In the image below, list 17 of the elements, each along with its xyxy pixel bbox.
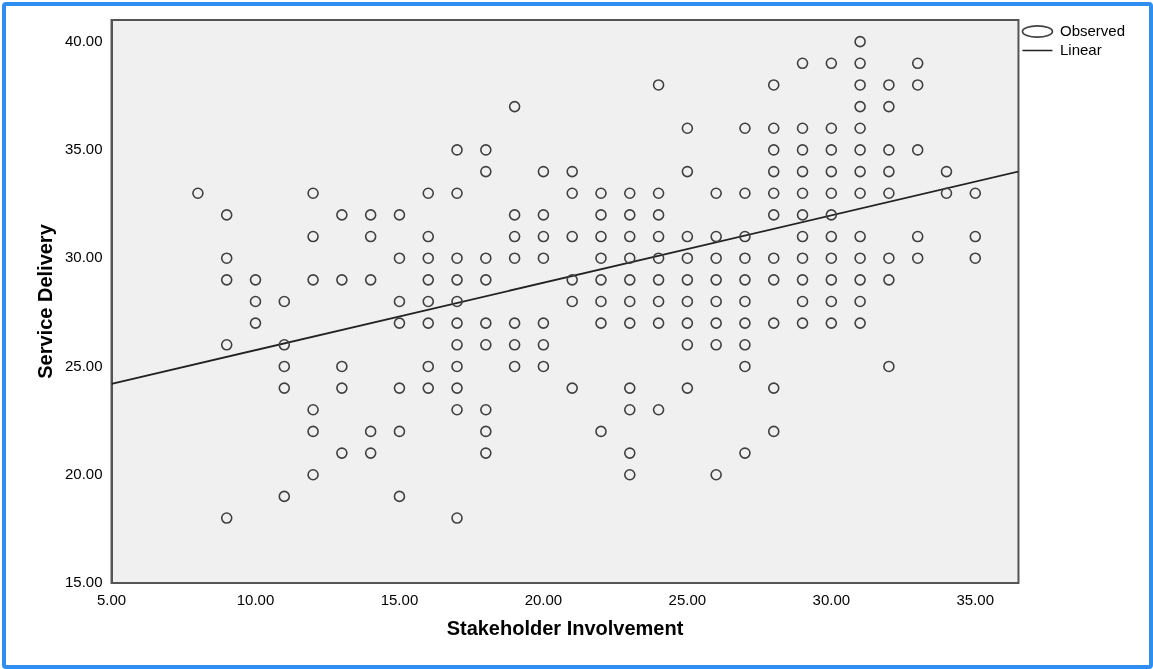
y-axis-title: Service Delivery — [33, 223, 56, 379]
y-tick-label: 25.00 — [64, 356, 103, 374]
legend-label: Observed — [1059, 21, 1126, 39]
x-tick-label: 5.00 — [96, 591, 127, 609]
y-tick-label: 35.00 — [64, 140, 103, 158]
legend-label: Linear — [1059, 40, 1102, 58]
x-tick-label: 15.00 — [380, 591, 419, 609]
x-tick-label: 20.00 — [524, 591, 563, 609]
x-tick-label: 25.00 — [668, 591, 707, 609]
x-tick-label: 35.00 — [956, 591, 995, 609]
y-tick-label: 40.00 — [64, 31, 103, 49]
y-tick-label: 20.00 — [64, 464, 103, 482]
x-tick-label: 10.00 — [236, 591, 275, 609]
y-tick-label: 30.00 — [64, 248, 103, 266]
x-axis-title: Stakeholder Involvement — [446, 616, 684, 639]
y-tick-label: 15.00 — [64, 573, 103, 591]
x-tick-label: 30.00 — [812, 591, 851, 609]
